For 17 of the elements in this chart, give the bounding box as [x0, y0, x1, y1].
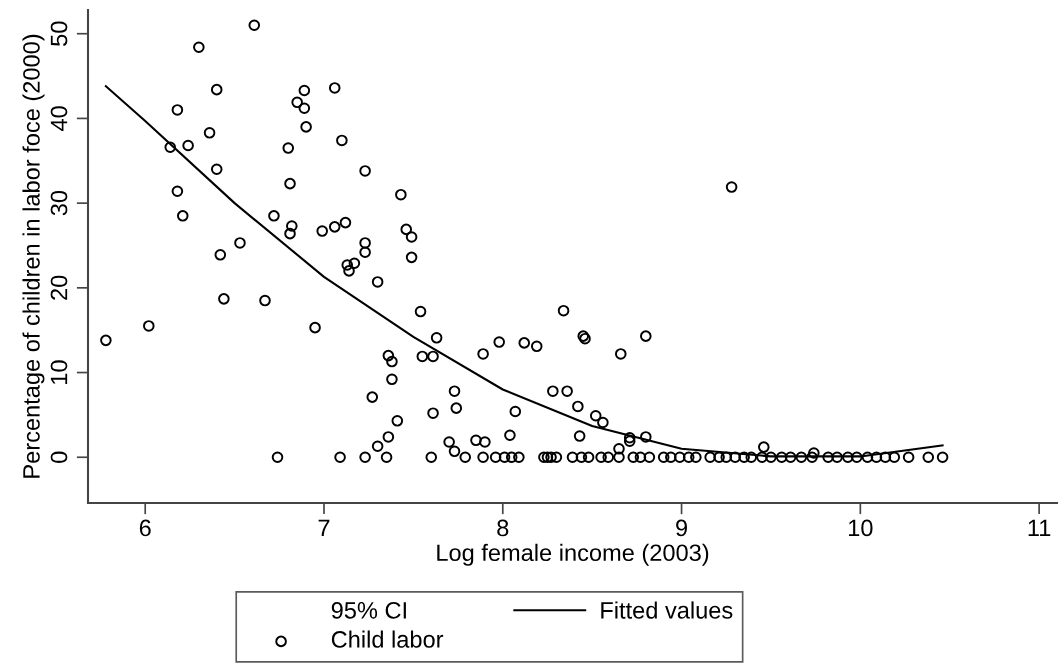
- y-axis-title: Percentage of children in labor foce (2000): [22, 34, 45, 478]
- legend-label: Child labor: [331, 630, 444, 648]
- y-tick-label: 30: [50, 190, 68, 216]
- y-tick-label: 10: [50, 360, 68, 384]
- y-tick-label: 0: [50, 451, 68, 463]
- text: 95% CI: [331, 602, 406, 619]
- y-tick-label: 50: [50, 21, 68, 46]
- x-tick-label: 10: [849, 519, 873, 537]
- x-tick-label: 11: [1028, 519, 1051, 537]
- x-tick-label: 9: [676, 519, 687, 537]
- x-tick-label: 7: [318, 519, 330, 537]
- x-axis-title: Log female income (2003): [437, 543, 709, 566]
- y-tick-label: 40: [50, 106, 68, 132]
- x-tick-label: 6: [139, 519, 151, 537]
- legend-label: Fitted values: [601, 601, 733, 619]
- y-tick-label: 20: [50, 275, 68, 300]
- x-tick-label: 8: [497, 519, 509, 537]
